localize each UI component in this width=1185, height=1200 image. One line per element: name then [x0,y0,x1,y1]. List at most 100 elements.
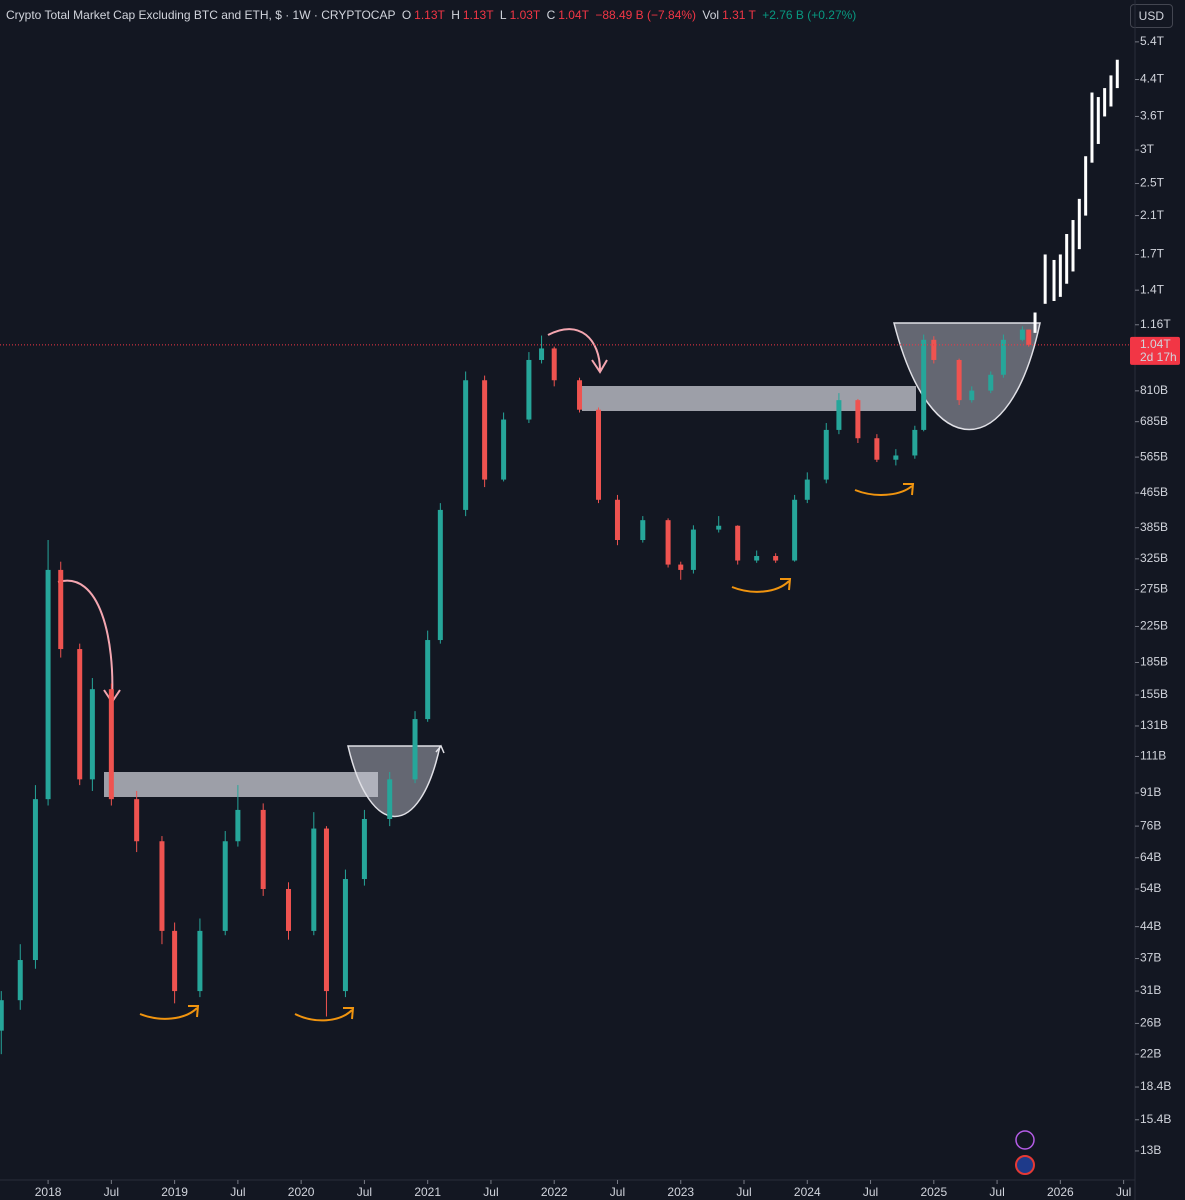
candle-body [482,380,488,480]
candle-body [222,841,228,931]
candle-body [893,455,899,460]
ohlc-label: C [546,8,556,22]
x-tick-label: Jul [610,1185,625,1199]
volume-value: 1.31 T [722,8,756,22]
y-tick-label: 565B [1140,449,1168,463]
y-tick-label: 131B [1140,718,1168,732]
y-tick-label: 3T [1140,142,1155,156]
candle-body [526,359,532,420]
projection-bar [1103,88,1107,117]
candles [0,59,1119,1055]
y-tick-label: 1.7T [1140,247,1165,261]
candle-body [678,564,684,570]
y-tick-label: 4.4T [1140,72,1165,86]
candle-body [1019,329,1025,340]
zone [582,386,916,411]
x-tick-label: 2024 [794,1185,821,1199]
title: Crypto Total Market Cap Excluding BTC an… [6,8,396,22]
y-tick-label: 1.4T [1140,282,1165,296]
y-tick-label: 685B [1140,414,1168,428]
candle-body [0,1000,4,1031]
projection-bar [1043,254,1047,304]
candle-body [45,569,51,800]
x-tick-label: Jul [736,1185,751,1199]
candle-body [551,348,557,381]
projection-bar [1033,312,1037,333]
y-tick-label: 155B [1140,687,1168,701]
x-tick-label: 2022 [541,1185,568,1199]
candle-body [735,525,741,561]
y-tick-label: 2.1T [1140,208,1165,222]
arrow [435,744,445,754]
candle-body [58,569,64,650]
candle-body [425,640,431,720]
candle-body [323,828,329,992]
projection-bar [1096,97,1100,144]
cup [347,745,441,818]
candle-body [1000,339,1006,375]
candle-body [921,339,927,430]
candle-body [804,479,810,500]
y-tick-label: 5.4T [1140,34,1165,48]
countdown: 2d 17h [1140,350,1177,364]
candle-body [311,828,317,931]
candle-body [577,380,583,410]
ohlc-label: O [401,8,412,22]
candle-body [874,438,880,460]
y-tick-label: 91B [1140,785,1161,799]
candle-body [387,779,393,819]
candle-body [665,520,671,565]
candle-body [931,339,937,360]
candle-body [412,719,418,780]
candle-body [463,380,469,510]
candle-body [437,509,443,641]
candle-body [197,930,203,992]
y-tick-label: 225B [1140,619,1168,633]
x-tick-label: 2021 [414,1185,441,1199]
y-tick-label: 275B [1140,582,1168,596]
x-tick-label: 2019 [161,1185,188,1199]
candle-body [823,429,829,480]
projection-bar [1115,59,1119,89]
y-tick-label: 1.16T [1140,317,1171,331]
x-tick-label: Jul [357,1185,372,1199]
y-tick-label: 37B [1140,951,1161,965]
ohlc-value: 1.13T [414,8,445,22]
projection-bar [1077,198,1081,250]
arrow [139,1005,200,1020]
x-tick-label: Jul [230,1185,245,1199]
candle-body [134,799,140,842]
x-tick-label: Jul [989,1185,1004,1199]
candle-body [501,419,507,480]
header: Crypto Total Market Cap Excluding BTC an… [6,8,859,22]
y-tick-label: 18.4B [1140,1079,1171,1093]
change: −88.49 B (−7.84%) [595,8,697,22]
y-tick-label: 111B [1140,749,1166,763]
x-tick-label: 2025 [920,1185,947,1199]
candle-body [988,374,994,391]
currency-button[interactable]: USD [1129,4,1173,28]
x-tick-label: 2018 [35,1185,62,1199]
icon[interactable] [1015,1155,1035,1175]
arrow [854,483,915,496]
projection-bar [1065,234,1069,284]
candle-body [792,499,798,561]
arrow [294,1007,355,1022]
candle-body [956,359,962,401]
y-tick-label: 3.6T [1140,109,1165,123]
projection-bar [1090,92,1094,163]
ohlc-value: 1.13T [462,8,494,22]
candle-body [342,879,348,992]
candle-body [77,649,83,780]
y-tick-label: 22B [1140,1046,1161,1060]
candle-body [172,930,178,992]
volume-change: +2.76 B (+0.27%) [762,8,857,22]
projection-bar [1071,220,1075,272]
candle-body [912,429,918,456]
candle-body [235,809,241,842]
y-tick-label: 44B [1140,919,1161,933]
ohlc-value: 1.04T [558,8,589,22]
icon[interactable] [1015,1130,1035,1150]
